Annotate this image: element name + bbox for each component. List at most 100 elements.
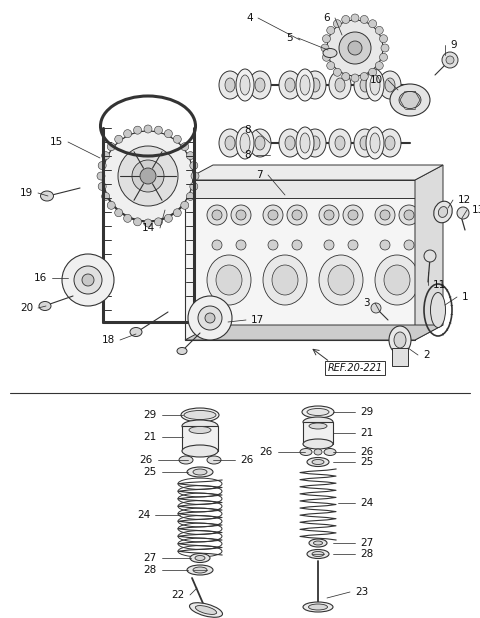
Text: 21: 21 <box>144 432 157 442</box>
Circle shape <box>124 130 132 138</box>
Ellipse shape <box>379 129 401 157</box>
Text: 21: 21 <box>360 428 373 438</box>
Circle shape <box>102 192 109 200</box>
Circle shape <box>155 126 162 134</box>
Bar <box>185 180 415 198</box>
Polygon shape <box>185 165 443 180</box>
Ellipse shape <box>187 565 213 575</box>
Circle shape <box>360 72 368 80</box>
Circle shape <box>351 74 359 82</box>
Circle shape <box>380 53 387 61</box>
Circle shape <box>190 161 198 169</box>
Text: 13: 13 <box>472 205 480 215</box>
Bar <box>185 180 415 340</box>
Circle shape <box>155 218 162 226</box>
Circle shape <box>212 240 222 250</box>
Bar <box>182 426 218 451</box>
Circle shape <box>181 143 189 151</box>
Circle shape <box>369 20 377 28</box>
Circle shape <box>186 151 194 159</box>
Text: 19: 19 <box>20 188 33 198</box>
Circle shape <box>103 131 193 221</box>
Circle shape <box>334 68 341 76</box>
Text: 6: 6 <box>324 13 330 23</box>
Circle shape <box>164 214 172 222</box>
Circle shape <box>132 160 164 192</box>
Ellipse shape <box>434 201 452 222</box>
Ellipse shape <box>360 136 370 150</box>
Ellipse shape <box>39 302 51 310</box>
Ellipse shape <box>263 255 307 305</box>
Polygon shape <box>415 165 443 340</box>
Ellipse shape <box>193 469 207 475</box>
Text: 24: 24 <box>137 510 150 520</box>
Circle shape <box>343 205 363 225</box>
Circle shape <box>198 306 222 330</box>
Text: 18: 18 <box>102 335 115 345</box>
Text: 15: 15 <box>50 137 63 147</box>
Circle shape <box>446 56 454 64</box>
Circle shape <box>327 20 383 76</box>
Circle shape <box>173 135 181 143</box>
Ellipse shape <box>370 75 380 95</box>
Ellipse shape <box>366 69 384 101</box>
Ellipse shape <box>193 567 207 573</box>
Circle shape <box>186 192 194 200</box>
Ellipse shape <box>323 48 337 57</box>
Text: 14: 14 <box>142 223 155 233</box>
Text: 25: 25 <box>144 467 157 477</box>
Ellipse shape <box>313 541 323 545</box>
Text: 26: 26 <box>360 447 373 457</box>
Ellipse shape <box>187 467 213 477</box>
Text: 24: 24 <box>360 498 373 508</box>
Circle shape <box>181 201 189 210</box>
Ellipse shape <box>285 136 295 150</box>
Circle shape <box>369 68 377 76</box>
Circle shape <box>287 205 307 225</box>
Ellipse shape <box>309 423 327 429</box>
Text: 8: 8 <box>244 150 251 160</box>
Ellipse shape <box>309 539 327 547</box>
Text: 25: 25 <box>360 457 373 467</box>
Circle shape <box>327 62 335 70</box>
Ellipse shape <box>310 78 320 92</box>
Ellipse shape <box>309 604 327 610</box>
Ellipse shape <box>312 460 324 465</box>
Text: 1: 1 <box>462 292 468 302</box>
Text: 7: 7 <box>256 170 263 180</box>
Text: 29: 29 <box>144 410 157 420</box>
Circle shape <box>207 205 227 225</box>
Ellipse shape <box>189 426 211 433</box>
Ellipse shape <box>431 292 445 328</box>
Circle shape <box>107 143 115 151</box>
Circle shape <box>107 201 115 210</box>
Text: 20: 20 <box>20 303 33 313</box>
Ellipse shape <box>296 127 314 159</box>
Ellipse shape <box>312 551 324 556</box>
Circle shape <box>124 214 132 222</box>
Circle shape <box>404 210 414 220</box>
Circle shape <box>348 41 362 55</box>
Circle shape <box>424 250 436 262</box>
Ellipse shape <box>304 129 326 157</box>
Ellipse shape <box>354 129 376 157</box>
Circle shape <box>399 205 419 225</box>
Circle shape <box>375 62 383 70</box>
Ellipse shape <box>300 449 312 455</box>
Ellipse shape <box>225 136 235 150</box>
Circle shape <box>236 240 246 250</box>
Ellipse shape <box>182 420 218 432</box>
Circle shape <box>263 205 283 225</box>
Text: 28: 28 <box>360 549 373 559</box>
Ellipse shape <box>249 129 271 157</box>
Text: 5: 5 <box>287 33 293 43</box>
Circle shape <box>144 125 152 133</box>
Circle shape <box>319 205 339 225</box>
Ellipse shape <box>307 408 329 415</box>
Circle shape <box>404 240 414 250</box>
Circle shape <box>375 205 395 225</box>
Circle shape <box>348 210 358 220</box>
Circle shape <box>268 210 278 220</box>
Circle shape <box>339 32 371 64</box>
Ellipse shape <box>307 549 329 559</box>
